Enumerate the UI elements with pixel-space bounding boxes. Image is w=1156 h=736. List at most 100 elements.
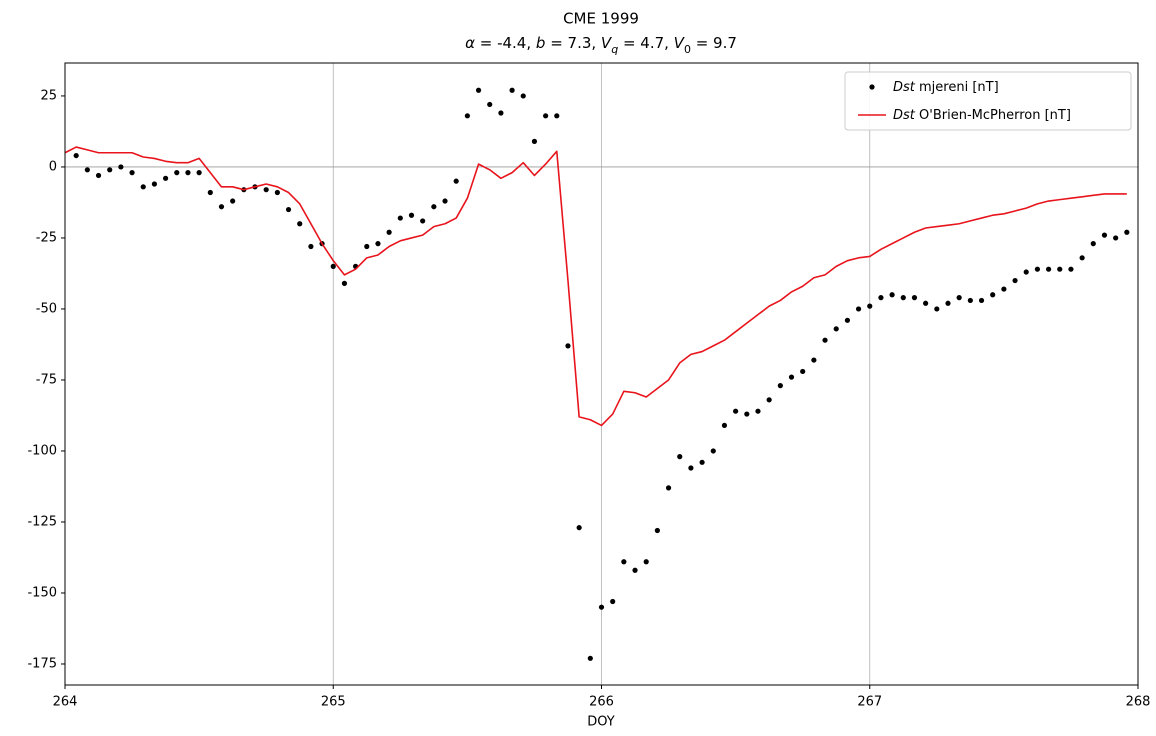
x-tick-label: 266 bbox=[589, 695, 614, 710]
data-point bbox=[576, 525, 582, 531]
data-point bbox=[878, 294, 884, 301]
data-point bbox=[297, 221, 303, 227]
data-point bbox=[162, 175, 169, 181]
data-point bbox=[1090, 241, 1096, 247]
data-point bbox=[956, 294, 962, 301]
data-point bbox=[73, 152, 79, 159]
data-point bbox=[978, 297, 985, 304]
data-point bbox=[386, 229, 392, 235]
data-line bbox=[64, 146, 1127, 427]
data-point bbox=[945, 300, 951, 306]
data-point bbox=[688, 465, 694, 471]
data-point bbox=[934, 306, 940, 312]
legend-label: Dst mjereni [nT] bbox=[893, 80, 999, 95]
data-point bbox=[867, 303, 873, 309]
data-point bbox=[330, 263, 336, 269]
data-point bbox=[230, 198, 236, 204]
data-point bbox=[833, 326, 839, 332]
data-point bbox=[721, 422, 728, 429]
subtitle-part: α bbox=[465, 34, 475, 52]
data-point bbox=[129, 170, 135, 176]
data-point bbox=[923, 300, 929, 306]
data-point bbox=[1057, 266, 1063, 272]
data-point bbox=[543, 113, 549, 119]
data-point bbox=[151, 181, 158, 187]
data-point bbox=[453, 178, 459, 184]
data-point bbox=[766, 397, 772, 403]
data-point bbox=[911, 294, 918, 301]
data-point bbox=[520, 93, 526, 99]
y-tick-label: -175 bbox=[27, 656, 57, 671]
subtitle-part: b bbox=[536, 34, 546, 52]
data-point bbox=[800, 368, 806, 375]
subtitle-part: 0 bbox=[684, 43, 691, 56]
data-point bbox=[900, 294, 906, 301]
data-point bbox=[990, 292, 996, 298]
chart-subtitle: α = -4.4, b = 7.3, Vq = 4.7, V0 = 9.7 bbox=[465, 34, 737, 56]
data-point bbox=[621, 559, 627, 565]
data-point bbox=[1001, 286, 1007, 292]
x-tick-label: 264 bbox=[53, 695, 78, 710]
y-tick-label: 0 bbox=[49, 159, 57, 174]
data-point bbox=[744, 411, 750, 417]
data-point bbox=[844, 317, 851, 323]
data-point bbox=[397, 215, 403, 221]
data-point bbox=[509, 87, 515, 93]
data-point bbox=[554, 113, 560, 119]
data-point bbox=[196, 170, 202, 176]
data-point bbox=[1101, 232, 1108, 238]
x-tick-label: 268 bbox=[1126, 695, 1151, 710]
data-point bbox=[531, 138, 538, 144]
data-point bbox=[699, 459, 705, 465]
data-point bbox=[777, 383, 783, 389]
data-point bbox=[487, 101, 493, 108]
data-point bbox=[610, 598, 616, 605]
subtitle-part: = -4.4, bbox=[475, 34, 536, 52]
data-point bbox=[643, 559, 649, 565]
data-point bbox=[1012, 277, 1018, 284]
data-point bbox=[375, 241, 381, 247]
data-point bbox=[1079, 255, 1085, 261]
data-point bbox=[408, 212, 415, 218]
data-point bbox=[174, 170, 180, 176]
data-point bbox=[341, 280, 348, 286]
legend-box bbox=[844, 71, 1132, 131]
plot-frame bbox=[64, 62, 1139, 686]
data-point bbox=[140, 184, 146, 190]
data-point bbox=[1045, 266, 1052, 272]
data-point bbox=[677, 454, 683, 460]
y-tick-label: -25 bbox=[36, 230, 57, 245]
data-point bbox=[565, 343, 571, 349]
data-point bbox=[710, 448, 716, 454]
y-tick-label: -150 bbox=[27, 585, 57, 600]
y-tick-label: -100 bbox=[27, 443, 57, 458]
data-point bbox=[889, 292, 895, 298]
data-point bbox=[420, 218, 426, 224]
legend-label: Dst O'Brien-McPherron [nT] bbox=[893, 108, 1071, 123]
data-point bbox=[364, 243, 370, 250]
data-point bbox=[185, 170, 191, 176]
data-point bbox=[431, 204, 437, 210]
y-tick-label: -50 bbox=[36, 301, 57, 316]
data-point bbox=[475, 87, 482, 93]
data-point bbox=[442, 198, 448, 204]
subtitle-part: = 9.7 bbox=[691, 34, 737, 52]
data-point bbox=[855, 306, 862, 312]
data-point bbox=[285, 206, 292, 213]
data-point bbox=[733, 408, 739, 414]
data-point bbox=[755, 408, 761, 414]
subtitle-part: = 4.7, bbox=[618, 34, 674, 52]
y-tick-label: 25 bbox=[40, 88, 57, 103]
data-point bbox=[107, 167, 113, 173]
x-axis-label: DOY bbox=[587, 715, 615, 730]
data-point bbox=[498, 110, 504, 116]
data-point bbox=[1023, 269, 1029, 275]
subtitle-part: V bbox=[674, 34, 686, 52]
data-point bbox=[118, 164, 124, 170]
data-point bbox=[598, 604, 605, 610]
data-point bbox=[654, 527, 660, 534]
data-point bbox=[84, 167, 90, 173]
x-tick-label: 265 bbox=[321, 695, 346, 710]
y-tick-label: -125 bbox=[27, 514, 57, 529]
